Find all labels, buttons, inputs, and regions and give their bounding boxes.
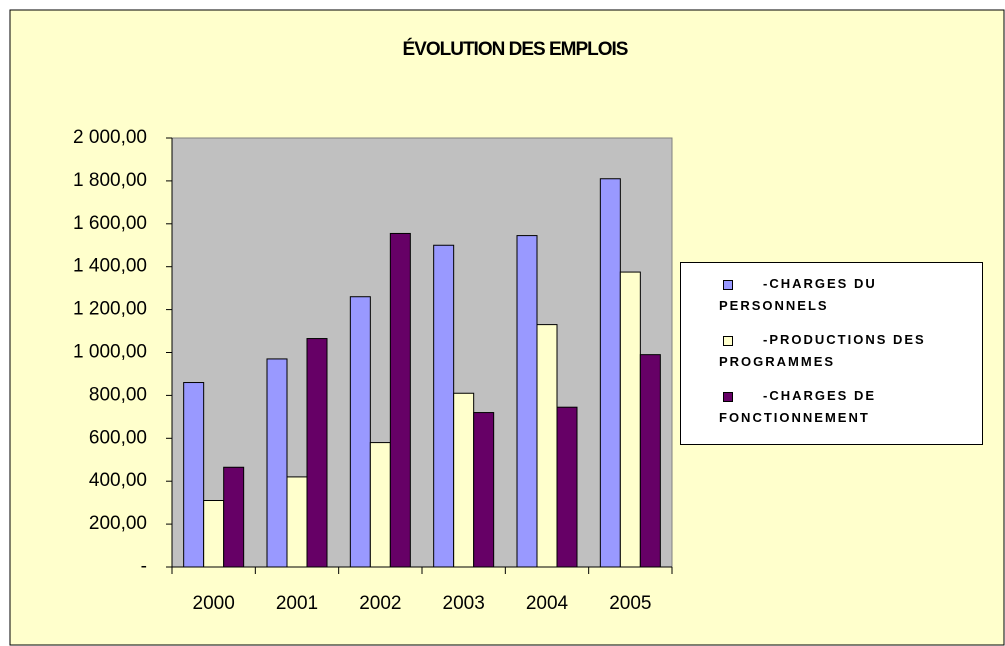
bar bbox=[286, 476, 308, 568]
bar bbox=[203, 500, 225, 568]
y-tick-label: 400,00 bbox=[89, 470, 147, 491]
bar bbox=[639, 354, 661, 568]
y-tick-label: - bbox=[141, 556, 147, 577]
bar bbox=[536, 324, 558, 568]
bar bbox=[223, 466, 245, 568]
x-tick-label: 2003 bbox=[443, 593, 485, 614]
x-tick-label: 2004 bbox=[526, 593, 569, 614]
x-tick-label: 2005 bbox=[609, 593, 651, 614]
bar bbox=[516, 235, 538, 568]
legend-label: -CHARGES DU PERSONNELS bbox=[719, 276, 877, 313]
bar bbox=[453, 392, 475, 568]
bar bbox=[369, 442, 391, 568]
y-tick-label: 1 600,00 bbox=[73, 213, 147, 234]
x-tick-label: 2001 bbox=[276, 593, 318, 614]
y-tick-label: 1 400,00 bbox=[73, 256, 147, 277]
y-tick-label: 200,00 bbox=[89, 513, 147, 534]
bar bbox=[183, 382, 205, 568]
bar bbox=[556, 406, 578, 568]
chart-title: ÉVOLUTION DES EMPLOIS bbox=[403, 38, 628, 60]
legend-entry: -PRODUCTIONS DES PROGRAMMES bbox=[691, 329, 959, 373]
legend-swatch bbox=[723, 392, 733, 402]
plot-area bbox=[171, 137, 673, 568]
bar bbox=[473, 412, 495, 568]
bar bbox=[306, 338, 328, 568]
y-tick-label: 600,00 bbox=[89, 427, 147, 448]
legend-entry: -CHARGES DE FONCTIONNEMENT bbox=[691, 385, 959, 429]
y-tick-label: 1 200,00 bbox=[73, 299, 147, 320]
bar bbox=[266, 358, 288, 568]
x-tick-label: 2000 bbox=[193, 593, 235, 614]
legend: -CHARGES DU PERSONNELS -PRODUCTIONS DES P… bbox=[680, 262, 983, 445]
legend-swatch bbox=[723, 280, 733, 290]
legend-label: -CHARGES DE FONCTIONNEMENT bbox=[719, 388, 877, 425]
legend-swatch bbox=[723, 336, 733, 346]
y-tick-label: 2 000,00 bbox=[73, 127, 147, 148]
y-tick-label: 1 000,00 bbox=[73, 342, 147, 363]
bar bbox=[349, 296, 371, 568]
bar bbox=[433, 244, 455, 568]
legend-entry: -CHARGES DU PERSONNELS bbox=[691, 273, 959, 317]
y-tick-label: 800,00 bbox=[89, 384, 147, 405]
x-tick-label: 2002 bbox=[359, 593, 401, 614]
bar bbox=[619, 271, 641, 568]
bar bbox=[599, 178, 621, 568]
y-tick-label: 1 800,00 bbox=[73, 170, 147, 191]
bar bbox=[389, 232, 411, 568]
legend-label: -PRODUCTIONS DES PROGRAMMES bbox=[719, 332, 926, 369]
